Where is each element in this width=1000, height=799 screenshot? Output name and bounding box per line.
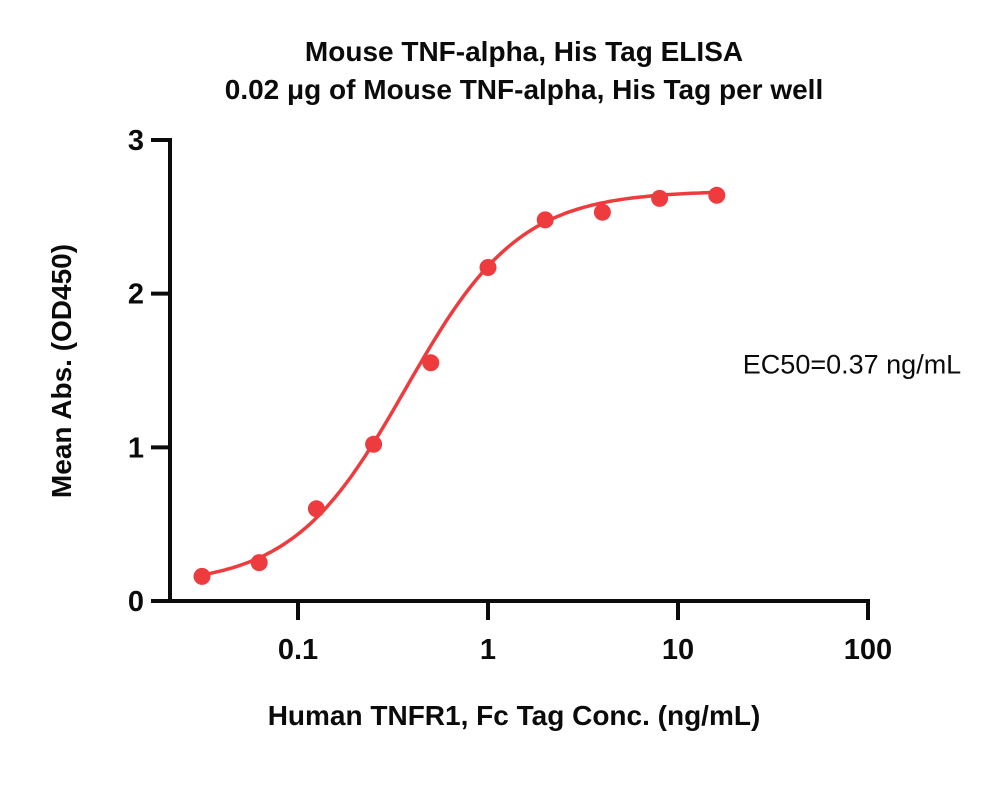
chart-title: Mouse TNF-alpha, His Tag ELISA 0.02 μg o… [24,33,1000,109]
x-axis-title: Human TNFR1, Fc Tag Conc. (ng/mL) [267,700,761,731]
y-tick-label: 3 [128,125,144,157]
x-tick-label: 100 [844,634,892,666]
chart-title-line1: Mouse TNF-alpha, His Tag ELISA [304,36,744,67]
x-tick-label: 0.1 [278,634,318,666]
data-point [193,567,211,585]
data-point [593,203,611,221]
chart-title-line2: 0.02 μg of Mouse TNF-alpha, His Tag per … [224,74,824,105]
ec50-annotation: EC50=0.37 ng/mL [742,349,962,380]
x-axis-ticks: 0.1 1 10 100 [278,601,892,666]
fit-curve [200,190,719,577]
data-point [708,186,726,204]
y-tick-label: 1 [128,432,144,464]
data-point [422,354,440,372]
x-tick-label: 1 [480,634,496,666]
data-points [193,186,726,585]
data-point [536,211,554,229]
x-tick-label: 10 [662,634,694,666]
y-tick-label: 2 [128,279,144,311]
y-tick-label: 0 [128,586,144,618]
data-point [479,259,497,276]
data-point [365,435,383,453]
data-point [307,500,325,518]
data-point [250,554,268,572]
data-point [651,189,669,207]
y-axis-ticks: 0 1 2 3 [128,125,170,618]
